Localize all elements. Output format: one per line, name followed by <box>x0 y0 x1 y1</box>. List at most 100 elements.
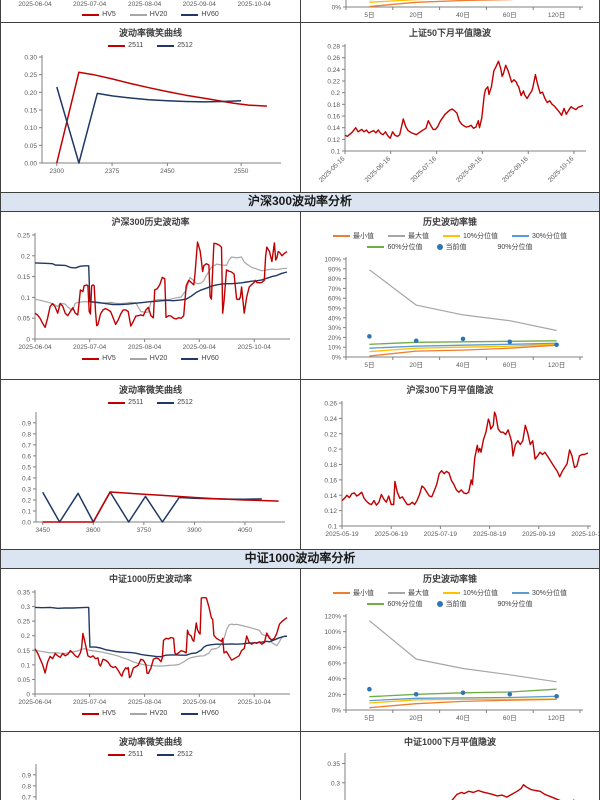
svg-text:3450: 3450 <box>35 527 50 534</box>
svg-text:2025-09-04: 2025-09-04 <box>182 699 216 706</box>
svg-text:0.8: 0.8 <box>21 783 30 790</box>
svg-text:40日: 40日 <box>456 361 470 369</box>
line-swatch <box>108 753 126 756</box>
series-line-10%分位值 <box>369 343 557 353</box>
svg-text:2025-09-04: 2025-09-04 <box>182 1 216 8</box>
legend-item: 当前值 <box>436 242 467 252</box>
svg-text:2025-09-19: 2025-09-19 <box>522 531 556 538</box>
cell-hs300-iv: 沪深300下月平值隐波 0.1 0.12 0.14 0.16 0.18 0.2 0.22 0.2… <box>301 380 599 549</box>
svg-text:2025-06-19: 2025-06-19 <box>375 531 409 538</box>
svg-text:60%: 60% <box>328 296 341 303</box>
svg-text:0.28: 0.28 <box>327 44 340 51</box>
series-line-最大值 <box>369 620 557 683</box>
line-swatch <box>367 603 385 605</box>
chart-legend: HV5 HV20 HV60 <box>1 354 300 364</box>
series-line-隐波 <box>344 60 584 139</box>
svg-text:0.18: 0.18 <box>327 102 340 109</box>
legend-label: 10%分位值 <box>462 233 498 240</box>
series-line-30%分位值 <box>369 695 557 702</box>
series-line-最小值 <box>369 698 557 709</box>
line-swatch <box>108 401 126 404</box>
section-header-hs300: 沪深300波动率分析 <box>1 193 599 212</box>
line-swatch <box>442 235 460 237</box>
svg-text:0.7: 0.7 <box>21 442 30 449</box>
series-line-HV5 <box>33 596 287 679</box>
svg-text:0.35: 0.35 <box>17 590 30 597</box>
line-swatch <box>512 592 529 594</box>
chart-zz1000-volatility-smile: 波动率微笑曲线251125120.00.10.20.30.40.50.60.70… <box>1 732 300 800</box>
svg-text:2025-07-04: 2025-07-04 <box>73 1 107 8</box>
svg-text:0.1: 0.1 <box>331 149 340 156</box>
line-swatch <box>129 357 147 360</box>
cell-hs300-smile: 波动率微笑曲线 2511 2512 0.0 0.1 0.2 0.3 0.4 0.5 0.6 0.7 0… <box>1 380 301 549</box>
svg-text:100%: 100% <box>324 257 341 264</box>
chart-legend: 2511 2512 <box>1 398 300 408</box>
chart-canvas: 0.00.10.20.30.40.50.60.70.80.96200640066… <box>21 764 36 800</box>
legend-item: 90%分位值 <box>481 242 533 252</box>
svg-text:2025-06-04: 2025-06-04 <box>18 699 52 706</box>
series-line-最小值 <box>369 344 557 357</box>
svg-text:0.5: 0.5 <box>21 464 30 471</box>
svg-text:20日: 20日 <box>409 714 423 722</box>
svg-text:0.15: 0.15 <box>24 108 37 115</box>
chart-sz50-volatility-cone: 最小值最大值10%分位值30%分位值60%分位值当前值90%分位值0%10%20… <box>301 0 599 21</box>
legend-label: 90%分位值 <box>497 244 533 251</box>
svg-text:0.00: 0.00 <box>24 161 37 168</box>
svg-text:0.10: 0.10 <box>24 125 37 132</box>
legend-item: 2512 <box>157 42 193 49</box>
line-swatch <box>367 246 385 248</box>
legend-item: 10%分位值 <box>442 588 498 598</box>
legend-item: HV20 <box>129 355 168 362</box>
svg-text:2025-08-19: 2025-08-19 <box>473 531 507 538</box>
legend-label: 当前值 <box>445 244 467 251</box>
chart-zz1000-historical-volatility: 中证1000历史波动率 0 0.05 0.1 0.15 0.2 0.25 0.3 0.35 202… <box>1 569 300 719</box>
series-line-2512 <box>55 86 241 164</box>
svg-text:60日: 60日 <box>503 714 517 722</box>
line-swatch <box>157 401 175 404</box>
svg-text:2025-08-04: 2025-08-04 <box>127 344 161 351</box>
svg-text:0: 0 <box>26 692 30 699</box>
data-point-dot <box>507 339 513 345</box>
data-point-dot <box>413 338 419 344</box>
svg-text:5日: 5日 <box>364 714 374 722</box>
legend-item: 当前值 <box>436 599 467 609</box>
data-point-dot <box>367 334 372 339</box>
svg-text:0.2: 0.2 <box>20 253 29 260</box>
legend-label: HV60 <box>201 355 219 362</box>
series-line-2512 <box>41 491 262 523</box>
series-line-10%分位值 <box>369 698 557 704</box>
line-swatch <box>108 44 126 47</box>
chart-title: 沪深300下月平值隐波 <box>406 385 494 395</box>
svg-text:0.05: 0.05 <box>17 316 30 323</box>
svg-text:2025-07-16: 2025-07-16 <box>410 155 439 184</box>
cell-zz1000-smile-clipped: 波动率微笑曲线251125120.00.10.20.30.40.50.60.70… <box>1 732 301 800</box>
chart-canvas: 0.10.150.20.250.30.352025-05-162025-06-1… <box>327 753 575 800</box>
series-line-HV60 <box>34 262 287 306</box>
svg-text:0.2: 0.2 <box>331 90 340 97</box>
svg-text:0.14: 0.14 <box>327 125 340 132</box>
line-swatch <box>181 13 199 16</box>
row-zz1000-partial: 波动率微笑曲线251125120.00.10.20.30.40.50.60.70… <box>1 732 599 800</box>
svg-text:0.26: 0.26 <box>324 401 337 408</box>
series-line-30%分位值 <box>369 342 557 349</box>
chart-legend: 最小值 最大值 10%分位值 30%分位值 60%分位值 当前值 90%分位值 <box>301 230 599 254</box>
legend-item: 最大值 <box>387 588 429 598</box>
chart-canvas: 0%10%20%30%40%50%60%70%80%90%100%5日20日40… <box>328 0 583 19</box>
svg-text:2025-09-16: 2025-09-16 <box>501 155 530 184</box>
data-point-dot <box>413 692 419 697</box>
line-swatch <box>387 592 405 594</box>
svg-text:60%: 60% <box>328 661 341 668</box>
legend-item: HV60 <box>181 355 219 362</box>
line-swatch <box>442 592 460 594</box>
legend-item: 2511 <box>108 399 143 406</box>
legend-label: HV20 <box>149 355 168 362</box>
svg-text:0.05: 0.05 <box>17 677 30 684</box>
svg-text:90%: 90% <box>328 266 341 273</box>
none-swatch <box>481 246 495 248</box>
series-line-最小值 <box>369 0 514 8</box>
svg-text:0.0: 0.0 <box>21 520 30 527</box>
legend-label: 最小值 <box>352 590 374 597</box>
legend-label: HV5 <box>102 11 116 18</box>
svg-text:0.22: 0.22 <box>324 431 337 438</box>
legend-item: HV5 <box>82 710 116 717</box>
